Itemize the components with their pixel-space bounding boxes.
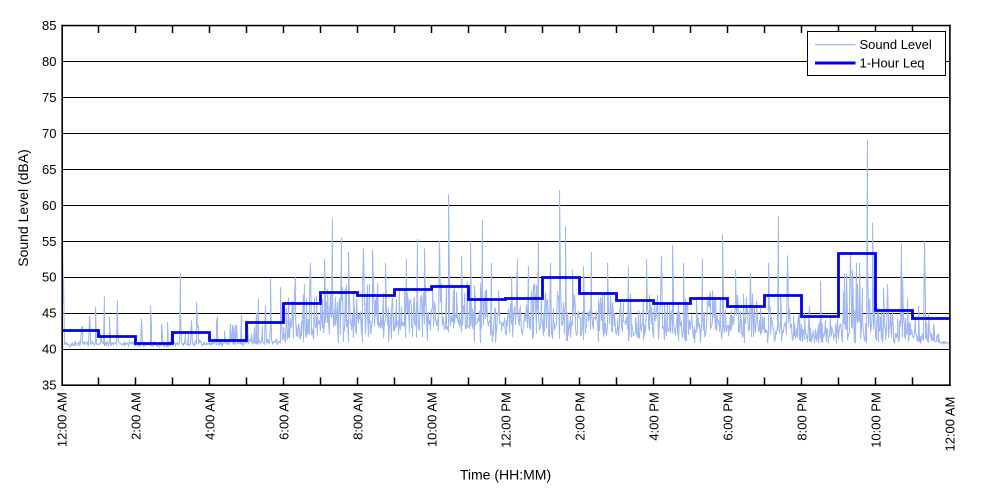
svg-text:40: 40 xyxy=(42,342,56,357)
svg-text:10:00 PM: 10:00 PM xyxy=(869,392,884,448)
svg-text:Time (HH:MM): Time (HH:MM) xyxy=(460,467,551,483)
svg-text:75: 75 xyxy=(42,90,56,105)
svg-text:12:00 PM: 12:00 PM xyxy=(499,392,514,448)
svg-text:2:00 PM: 2:00 PM xyxy=(573,392,588,440)
svg-text:10:00 AM: 10:00 AM xyxy=(425,392,440,447)
svg-text:8:00 AM: 8:00 AM xyxy=(351,392,366,440)
svg-text:2:00 AM: 2:00 AM xyxy=(129,392,144,440)
svg-text:6:00 AM: 6:00 AM xyxy=(277,392,292,440)
svg-text:12:00 AM: 12:00 AM xyxy=(943,397,958,452)
svg-text:45: 45 xyxy=(42,306,56,321)
svg-text:4:00 PM: 4:00 PM xyxy=(647,392,662,440)
svg-text:55: 55 xyxy=(42,234,56,249)
svg-text:85: 85 xyxy=(42,18,56,33)
svg-text:80: 80 xyxy=(42,54,56,69)
svg-text:65: 65 xyxy=(42,162,56,177)
svg-text:6:00 PM: 6:00 PM xyxy=(721,392,736,440)
svg-text:1-Hour Leq: 1-Hour Leq xyxy=(860,56,925,71)
svg-text:50: 50 xyxy=(42,270,56,285)
svg-text:35: 35 xyxy=(42,378,56,393)
svg-text:60: 60 xyxy=(42,198,56,213)
svg-text:Sound Level (dBA): Sound Level (dBA) xyxy=(15,149,31,267)
svg-text:70: 70 xyxy=(42,126,56,141)
svg-text:4:00 AM: 4:00 AM xyxy=(203,392,218,440)
svg-text:8:00 PM: 8:00 PM xyxy=(795,392,810,440)
svg-text:12:00 AM: 12:00 AM xyxy=(55,392,70,447)
svg-text:Sound Level: Sound Level xyxy=(860,37,932,52)
